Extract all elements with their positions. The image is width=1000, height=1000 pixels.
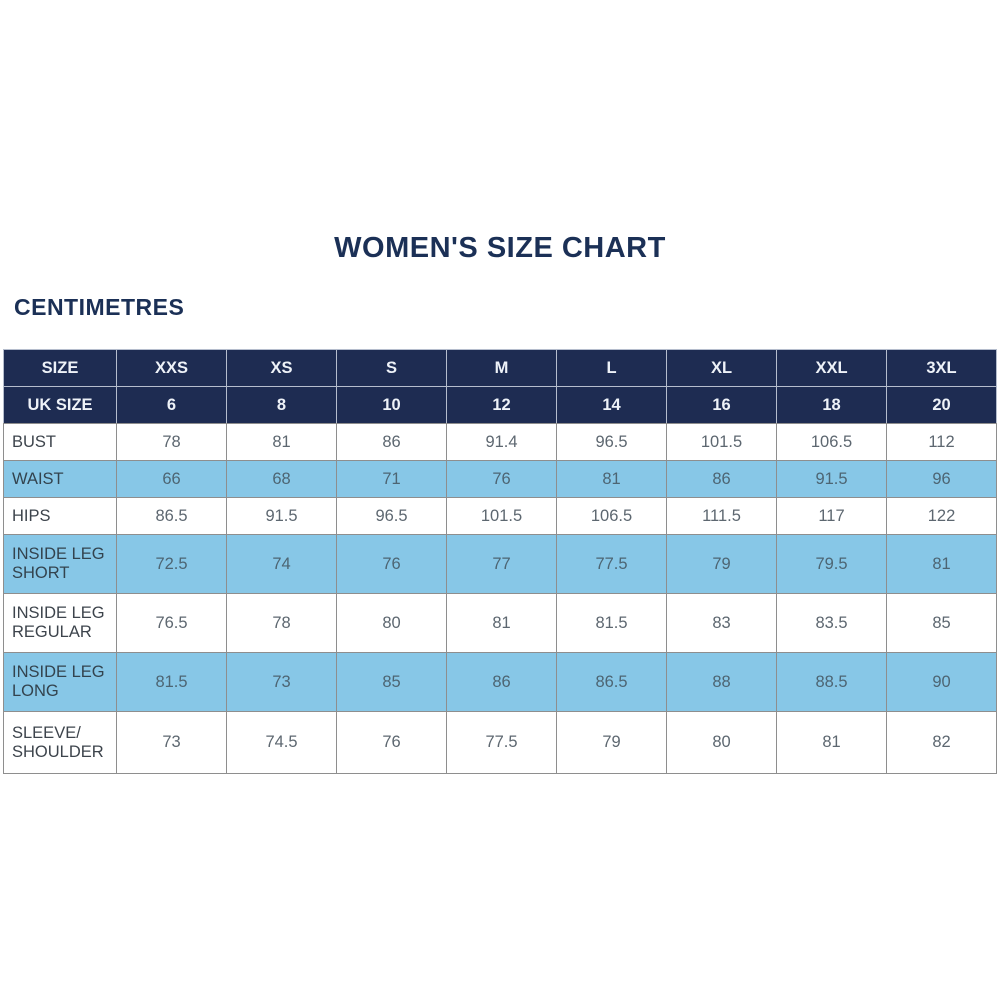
table-row: WAIST 66 68 71 76 81 86 91.5 96 [3, 460, 997, 498]
measurement-value-cell: 78 [226, 593, 337, 653]
measurement-value-cell: 81 [226, 423, 337, 461]
measurement-value-cell: 86 [336, 423, 447, 461]
measurement-label-cell: WAIST [3, 460, 117, 498]
size-column-header: M [446, 349, 557, 387]
measurement-value-cell: 78 [116, 423, 227, 461]
measurement-label-cell: HIPS [3, 497, 117, 535]
size-column-header: XXS [116, 349, 227, 387]
womens-size-chart-table: SIZE XXS XS S M L XL XXL 3XL UK SIZE 6 8 10 12 14 16 18… [3, 349, 997, 774]
uk-size-header-row: UK SIZE 6 8 10 12 14 16 18 20 [3, 386, 997, 424]
table-row: INSIDE LEG REGULAR 76.5 78 80 81 81.5 83 83.5 85 [3, 593, 997, 653]
size-column-header: XL [666, 349, 777, 387]
measurement-label-cell: INSIDE LEG LONG [3, 652, 117, 712]
measurement-value-cell: 122 [886, 497, 997, 535]
size-chart-header: SIZE XXS XS S M L XL XXL 3XL UK SIZE 6 8 10 12 14 16 18… [3, 349, 997, 424]
measurement-value-cell: 81 [886, 534, 997, 594]
measurement-value-cell: 83 [666, 593, 777, 653]
uk-size-column-header: 16 [666, 386, 777, 424]
measurement-label-cell: INSIDE LEG SHORT [3, 534, 117, 594]
measurement-value-cell: 79 [556, 711, 667, 774]
measurement-value-cell: 106.5 [556, 497, 667, 535]
measurement-value-cell: 71 [336, 460, 447, 498]
size-header-cell: SIZE [3, 349, 117, 387]
measurement-value-cell: 83.5 [776, 593, 887, 653]
size-chart-body: BUST 78 81 86 91.4 96.5 101.5 106.5 112 WAIST 66 68… [3, 423, 997, 774]
page-title: WOMEN'S SIZE CHART [334, 232, 666, 264]
table-row: SLEEVE/ SHOULDER 73 74.5 76 77.5 79 80 81 82 [3, 711, 997, 774]
measurement-value-cell: 86 [446, 652, 557, 712]
measurement-value-cell: 76 [446, 460, 557, 498]
measurement-value-cell: 81 [446, 593, 557, 653]
uk-size-column-header: 14 [556, 386, 667, 424]
measurement-label-cell: BUST [3, 423, 117, 461]
measurement-value-cell: 101.5 [666, 423, 777, 461]
measurement-value-cell: 76 [336, 711, 447, 774]
measurement-value-cell: 68 [226, 460, 337, 498]
measurement-value-cell: 74.5 [226, 711, 337, 774]
table-row: INSIDE LEG LONG 81.5 73 85 86 86.5 88 88.5 90 [3, 652, 997, 712]
measurement-value-cell: 85 [886, 593, 997, 653]
measurement-value-cell: 117 [776, 497, 887, 535]
table-row: HIPS 86.5 91.5 96.5 101.5 106.5 111.5 117 122 [3, 497, 997, 535]
measurement-value-cell: 111.5 [666, 497, 777, 535]
uk-size-column-header: 18 [776, 386, 887, 424]
uk-size-column-header: 10 [336, 386, 447, 424]
measurement-value-cell: 81.5 [556, 593, 667, 653]
uk-size-column-header: 6 [116, 386, 227, 424]
measurement-value-cell: 88 [666, 652, 777, 712]
measurement-value-cell: 112 [886, 423, 997, 461]
measurement-value-cell: 90 [886, 652, 997, 712]
size-column-header: XS [226, 349, 337, 387]
measurement-label-cell: SLEEVE/ SHOULDER [3, 711, 117, 774]
size-column-header: XXL [776, 349, 887, 387]
measurement-value-cell: 79 [666, 534, 777, 594]
measurement-value-cell: 86 [666, 460, 777, 498]
measurement-value-cell: 96.5 [556, 423, 667, 461]
size-column-header: 3XL [886, 349, 997, 387]
measurement-value-cell: 106.5 [776, 423, 887, 461]
size-column-header: S [336, 349, 447, 387]
measurement-value-cell: 86.5 [116, 497, 227, 535]
uk-size-column-header: 20 [886, 386, 997, 424]
measurement-value-cell: 74 [226, 534, 337, 594]
measurement-value-cell: 96 [886, 460, 997, 498]
measurement-value-cell: 96.5 [336, 497, 447, 535]
measurement-value-cell: 101.5 [446, 497, 557, 535]
measurement-value-cell: 73 [226, 652, 337, 712]
measurement-value-cell: 86.5 [556, 652, 667, 712]
measurement-value-cell: 91.4 [446, 423, 557, 461]
measurement-value-cell: 80 [666, 711, 777, 774]
measurement-value-cell: 81 [776, 711, 887, 774]
measurement-label-cell: INSIDE LEG REGULAR [3, 593, 117, 653]
measurement-value-cell: 81 [556, 460, 667, 498]
uk-size-column-header: 12 [446, 386, 557, 424]
unit-label: CENTIMETRES [14, 294, 185, 320]
measurement-value-cell: 77.5 [556, 534, 667, 594]
measurement-value-cell: 81.5 [116, 652, 227, 712]
measurement-value-cell: 91.5 [226, 497, 337, 535]
uk-size-column-header: 8 [226, 386, 337, 424]
table-row: BUST 78 81 86 91.4 96.5 101.5 106.5 112 [3, 423, 997, 461]
measurement-value-cell: 72.5 [116, 534, 227, 594]
measurement-value-cell: 85 [336, 652, 447, 712]
size-column-header: L [556, 349, 667, 387]
measurement-value-cell: 77.5 [446, 711, 557, 774]
measurement-value-cell: 79.5 [776, 534, 887, 594]
measurement-value-cell: 66 [116, 460, 227, 498]
measurement-value-cell: 88.5 [776, 652, 887, 712]
measurement-value-cell: 73 [116, 711, 227, 774]
measurement-value-cell: 91.5 [776, 460, 887, 498]
measurement-value-cell: 77 [446, 534, 557, 594]
measurement-value-cell: 76 [336, 534, 447, 594]
measurement-value-cell: 82 [886, 711, 997, 774]
uk-size-header-cell: UK SIZE [3, 386, 117, 424]
measurement-value-cell: 80 [336, 593, 447, 653]
measurement-value-cell: 76.5 [116, 593, 227, 653]
size-header-row: SIZE XXS XS S M L XL XXL 3XL [3, 349, 997, 387]
table-row: INSIDE LEG SHORT 72.5 74 76 77 77.5 79 79.5 81 [3, 534, 997, 594]
